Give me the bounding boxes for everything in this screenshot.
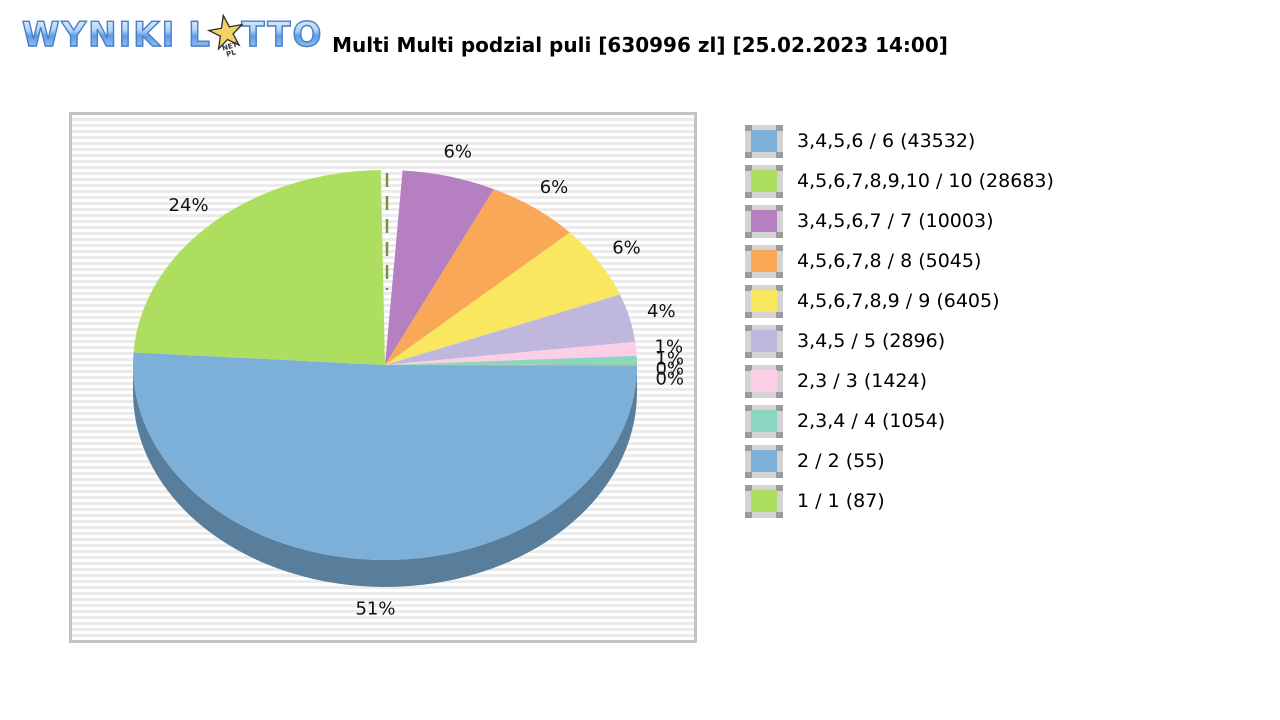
- pie-slice-4-5-6-7-8-9-10-10: [133, 170, 385, 365]
- pie-slice-3-4-5-5: [385, 294, 636, 365]
- pie-percent-label: 1%: [655, 336, 684, 357]
- legend-item-7: 2,3,4 / 4 (1054): [745, 401, 1054, 441]
- legend-label-7: 2,3,4 / 4 (1054): [797, 410, 946, 432]
- pie-slice-4-5-6-7-8-9-9: [385, 232, 620, 365]
- pie-slice-4-5-6-7-8-8: [385, 189, 570, 365]
- legend-swatch-9: [745, 484, 783, 518]
- legend-item-0: 3,4,5,6 / 6 (43532): [745, 121, 1054, 161]
- site-logo[interactable]: WYNIKI L ★ NET PL TTO: [21, 3, 324, 61]
- pie-percent-label: 6%: [612, 238, 641, 259]
- pie-percent-label: 24%: [169, 195, 209, 216]
- pie-slice-3-4-5-6-7-7: [385, 170, 494, 365]
- legend-item-9: 1 / 1 (87): [745, 481, 1054, 521]
- pie-slice-2-2: [385, 363, 637, 365]
- legend-swatch-8: [745, 444, 783, 478]
- legend-label-9: 1 / 1 (87): [797, 490, 885, 512]
- pie-percent-label: 6%: [443, 141, 472, 162]
- legend-item-4: 4,5,6,7,8,9 / 9 (6405): [745, 281, 1054, 321]
- legend-label-6: 2,3 / 3 (1424): [797, 370, 928, 392]
- legend-label-1: 4,5,6,7,8,9,10 / 10 (28683): [797, 170, 1054, 192]
- legend-swatch-4: [745, 284, 783, 318]
- legend-swatch-7: [745, 404, 783, 438]
- page-title: Multi Multi podzial puli [630996 zl] [25…: [332, 33, 948, 57]
- legend-label-4: 4,5,6,7,8,9 / 9 (6405): [797, 290, 1000, 312]
- legend-swatch-2: [745, 204, 783, 238]
- chart-panel: 6% 6% 24% 6% 4% 1% 1% 0% 0% 51%: [69, 112, 697, 643]
- legend-item-2: 3,4,5,6,7 / 7 (10003): [745, 201, 1054, 241]
- pie-chart: 6%6%24%6%4%1%1%0%0%51%: [133, 141, 684, 620]
- pie-slice-2-3-4-4: [385, 355, 637, 365]
- legend-label-5: 3,4,5 / 5 (2896): [797, 330, 946, 352]
- pie-percent-label: 0%: [655, 369, 684, 390]
- legend-label-0: 3,4,5,6 / 6 (43532): [797, 130, 976, 152]
- legend-label-2: 3,4,5,6,7 / 7 (10003): [797, 210, 994, 232]
- pie-slice-1-1: [385, 364, 638, 366]
- legend-item-6: 2,3 / 3 (1424): [745, 361, 1054, 401]
- star-icon: ★ NET PL: [202, 3, 251, 61]
- legend-label-3: 4,5,6,7,8 / 8 (5045): [797, 250, 982, 272]
- legend-swatch-3: [745, 244, 783, 278]
- legend-swatch-6: [745, 364, 783, 398]
- pie-percent-label: 0%: [655, 359, 684, 380]
- logo-word-l: L: [188, 14, 212, 55]
- pie-slice-3-4-5-6-6: [133, 352, 637, 560]
- pie-percent-label: 6%: [540, 177, 569, 198]
- legend-item-3: 4,5,6,7,8 / 8 (5045): [745, 241, 1054, 281]
- logo-word-tto: TTO: [241, 14, 324, 55]
- logo-word-wyniki: WYNIKI: [21, 14, 177, 55]
- legend-item-5: 3,4,5 / 5 (2896): [745, 321, 1054, 361]
- legend-item-1: 4,5,6,7,8,9,10 / 10 (28683): [745, 161, 1054, 201]
- pie-percent-label: 1%: [655, 349, 684, 370]
- legend-swatch-1: [745, 164, 783, 198]
- pie-slice-2-3-3: [385, 341, 637, 365]
- chart-legend: 3,4,5,6 / 6 (43532) 4,5,6,7,8,9,10 / 10 (…: [745, 121, 1054, 521]
- pie-percent-label: 4%: [647, 301, 676, 322]
- legend-label-8: 2 / 2 (55): [797, 450, 885, 472]
- pie-percent-label: 51%: [355, 599, 395, 620]
- legend-swatch-0: [745, 124, 783, 158]
- legend-swatch-5: [745, 324, 783, 358]
- legend-item-8: 2 / 2 (55): [745, 441, 1054, 481]
